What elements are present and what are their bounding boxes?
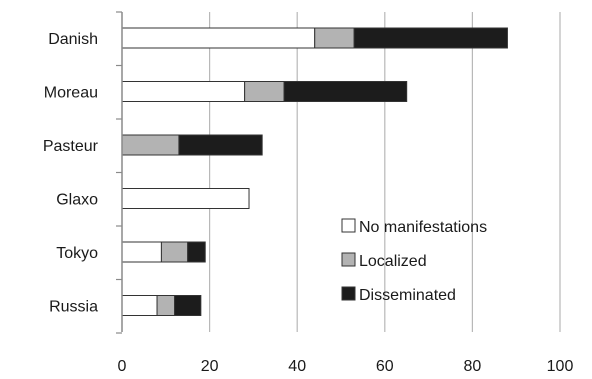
bar-danish-no-manifestations xyxy=(121,27,316,49)
legend-swatch-no-manifestations xyxy=(341,218,356,233)
bar-tokyo-no-manifestations xyxy=(121,241,162,263)
bar-moreau-no-manifestations xyxy=(121,81,246,102)
category-label-moreau: Moreau xyxy=(44,85,98,102)
bar-russia-localized xyxy=(156,295,176,316)
bar-tokyo-localized xyxy=(160,241,189,263)
category-label-pasteur: Pasteur xyxy=(43,138,99,155)
bar-danish-localized xyxy=(314,27,355,49)
x-tick-label-80: 80 xyxy=(464,358,482,375)
bar-pasteur-disseminated xyxy=(178,134,263,156)
axes xyxy=(116,11,123,334)
x-tick-label-60: 60 xyxy=(376,358,394,375)
legend-label-no-manifestations: No manifestations xyxy=(359,219,487,236)
bar-pasteur-localized xyxy=(121,134,180,156)
category-label-glaxo: Glaxo xyxy=(56,192,98,209)
bar-russia-no-manifestations xyxy=(121,295,158,316)
category-labels: Danish Moreau Pasteur Glaxo Tokyo Russia xyxy=(43,31,99,316)
legend-swatch-disseminated xyxy=(341,286,356,301)
legend-label-disseminated: Disseminated xyxy=(359,287,456,304)
category-label-russia: Russia xyxy=(49,299,98,316)
category-label-danish: Danish xyxy=(48,31,98,48)
grid-lines xyxy=(209,12,561,332)
legend: No manifestations Localized Disseminated xyxy=(341,218,487,304)
bar-tokyo-disseminated xyxy=(187,241,206,263)
x-tick-labels: 0 20 40 60 80 100 xyxy=(118,358,574,375)
x-tick-label-100: 100 xyxy=(547,358,574,375)
bars xyxy=(121,27,508,316)
x-tick-label-40: 40 xyxy=(288,358,306,375)
bar-danish-disseminated xyxy=(353,27,508,49)
bar-moreau-disseminated xyxy=(283,81,408,102)
x-tick-label-20: 20 xyxy=(201,358,219,375)
category-label-tokyo: Tokyo xyxy=(56,245,98,262)
legend-label-localized: Localized xyxy=(359,253,427,270)
x-tick-label-0: 0 xyxy=(118,358,127,375)
bar-glaxo-no-manifestations xyxy=(121,188,250,209)
bar-russia-disseminated xyxy=(174,295,202,316)
legend-swatch-localized xyxy=(341,252,356,267)
bar-moreau-localized xyxy=(244,81,285,102)
